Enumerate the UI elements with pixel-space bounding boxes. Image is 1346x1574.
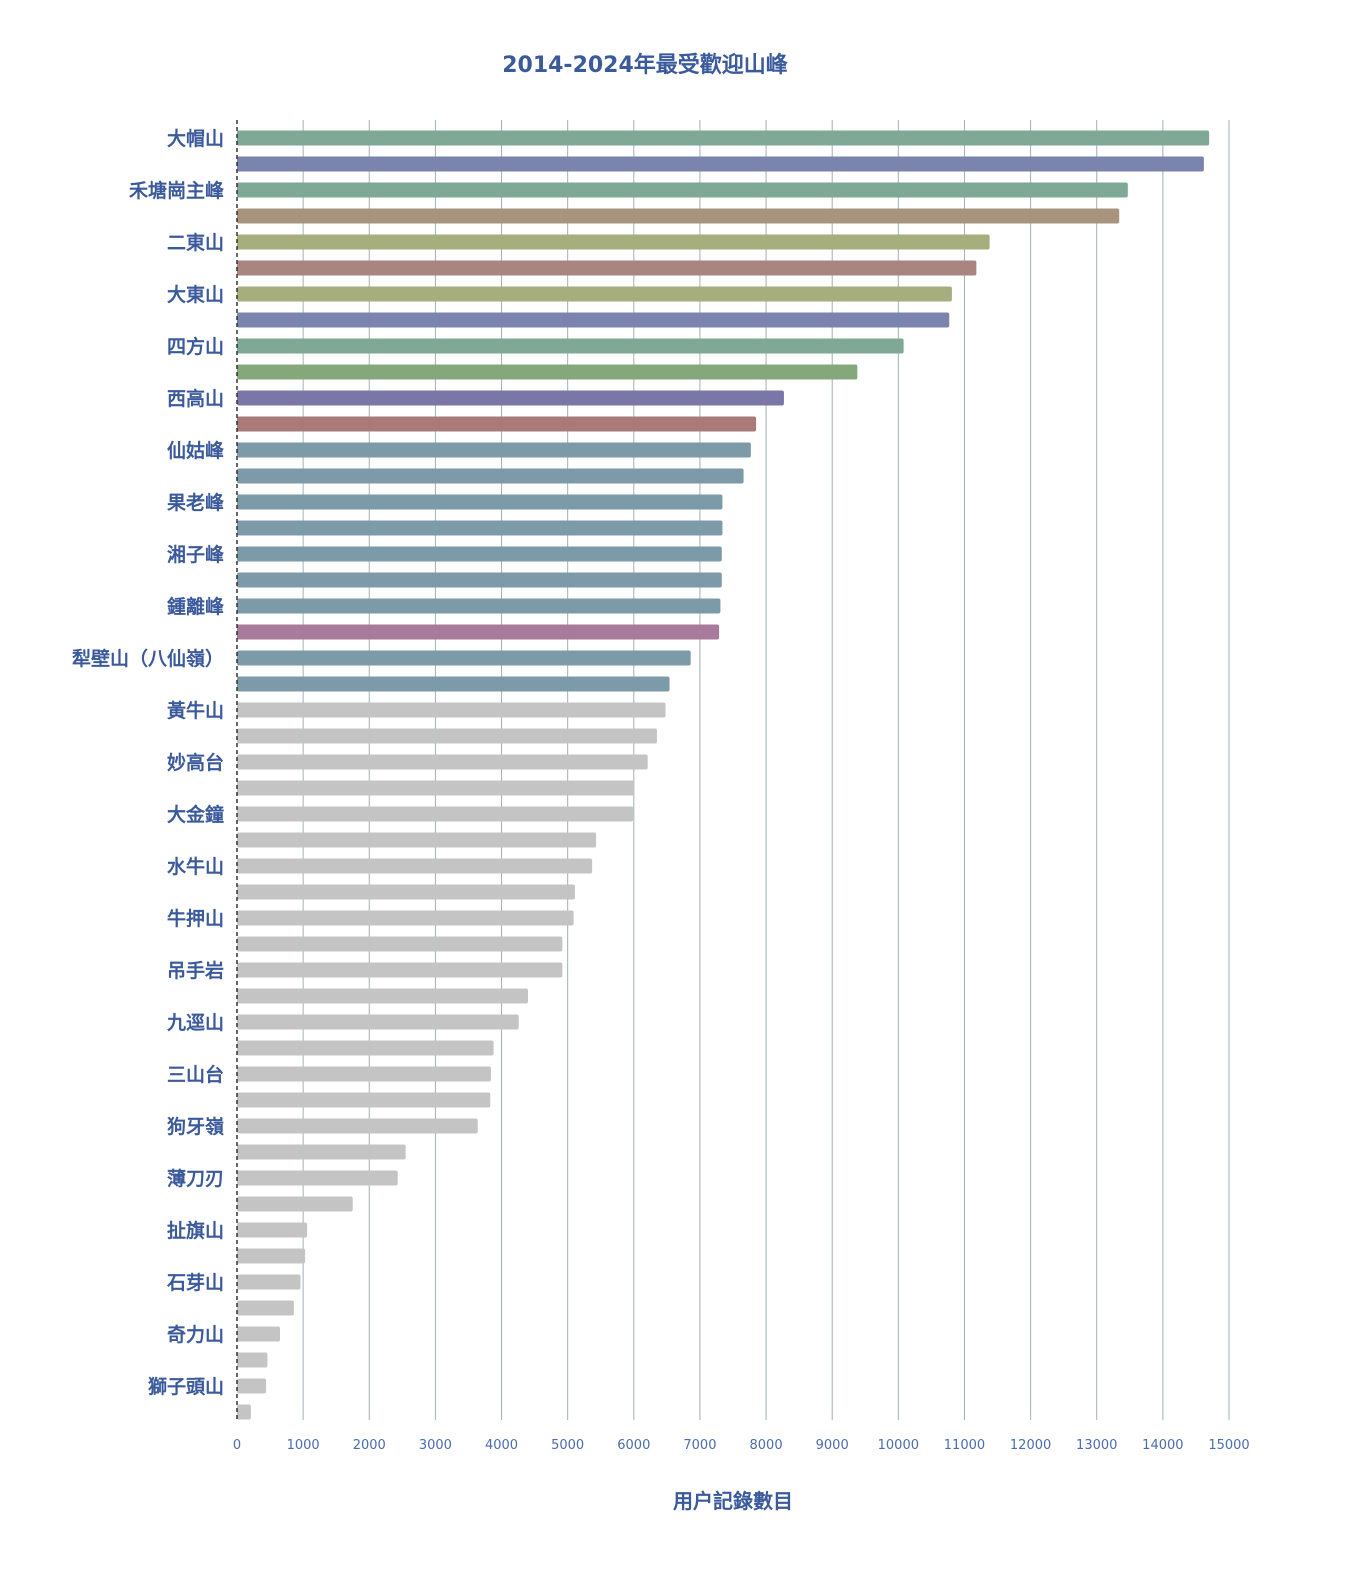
- bar: [237, 1326, 280, 1342]
- y-category-label: 仙姑峰: [167, 439, 225, 462]
- bar: [237, 910, 574, 926]
- bar: [237, 494, 723, 510]
- bar: [237, 520, 723, 536]
- y-category-label: 九逕山: [166, 1012, 224, 1034]
- bar: [237, 1378, 267, 1394]
- bar: [237, 702, 666, 718]
- bar: [237, 858, 593, 874]
- y-category-label: 獅子頭山: [148, 1375, 224, 1398]
- x-axis-ticks: 0 1000 2000 3000 4000 5000 6000 7000 8000 9000 100…: [233, 1438, 1250, 1453]
- y-category-label: 大金鐘: [167, 803, 224, 826]
- bar: [237, 286, 952, 302]
- bar: [237, 442, 751, 458]
- x-tick-label: 12000: [1010, 1438, 1051, 1453]
- bar: [237, 598, 721, 614]
- bar: [237, 728, 657, 744]
- x-tick-label: 11000: [944, 1438, 985, 1453]
- bar: [237, 1196, 353, 1212]
- bars: [237, 130, 1210, 1420]
- y-category-label: 狗牙嶺: [167, 1115, 224, 1138]
- x-tick-label: 6000: [617, 1438, 650, 1453]
- bar: [237, 338, 904, 354]
- y-category-label: 三山台: [167, 1063, 224, 1086]
- x-tick-label: 10000: [878, 1438, 919, 1453]
- y-category-label: 大東山: [167, 283, 224, 306]
- bar: [237, 260, 977, 276]
- gridlines: [302, 120, 1230, 1420]
- bar: [237, 1222, 308, 1238]
- x-tick-label: 15000: [1208, 1438, 1249, 1453]
- bar: [237, 1066, 491, 1082]
- y-category-label: 吊手岩: [167, 959, 224, 982]
- bar: [237, 1352, 268, 1368]
- y-category-label: 西高山: [167, 387, 224, 410]
- y-category-label: 湘子峰: [167, 543, 225, 566]
- x-axis-title: 用户記錄數目: [673, 1489, 793, 1513]
- bar: [237, 1092, 491, 1108]
- y-category-label: 果老峰: [166, 491, 225, 514]
- bar: [237, 208, 1120, 224]
- bar: [237, 364, 858, 380]
- bar: [237, 1274, 301, 1290]
- bar: [237, 156, 1204, 172]
- bar: [237, 676, 670, 692]
- bar: [237, 624, 720, 640]
- y-category-label: 黃牛山: [167, 699, 224, 722]
- y-category-label: 犁壁山（八仙嶺）: [72, 647, 224, 670]
- bar: [237, 1040, 494, 1056]
- x-tick-label: 13000: [1076, 1438, 1117, 1453]
- y-category-label: 奇力山: [167, 1323, 224, 1346]
- bar: [237, 468, 744, 484]
- bar: [237, 390, 784, 406]
- bar: [237, 1300, 294, 1316]
- bar: [237, 572, 722, 588]
- x-tick-label: 5000: [551, 1438, 584, 1453]
- chart-title: 2014-2024年最受歡迎山峰: [502, 52, 789, 78]
- x-tick-label: 0: [233, 1438, 241, 1453]
- y-category-label: 二東山: [167, 231, 224, 254]
- y-category-label: 妙高台: [167, 751, 224, 774]
- bar: [237, 1248, 306, 1264]
- y-category-label: 鍾離峰: [167, 595, 225, 618]
- bar: [237, 1118, 478, 1134]
- x-tick-label: 4000: [485, 1438, 518, 1453]
- bar: [237, 1404, 251, 1420]
- y-category-label: 扯旗山: [167, 1219, 224, 1242]
- y-category-label: 薄刀刃: [167, 1168, 224, 1190]
- x-tick-label: 8000: [750, 1438, 783, 1453]
- bar: [237, 1014, 519, 1030]
- x-tick-label: 2000: [353, 1438, 386, 1453]
- y-category-label: 禾塘崗主峰: [129, 179, 225, 202]
- y-category-label: 四方山: [167, 335, 224, 358]
- bar: [237, 312, 950, 328]
- bar: [237, 182, 1128, 198]
- bar: [237, 884, 575, 900]
- bar: [237, 650, 691, 666]
- x-tick-label: 14000: [1142, 1438, 1183, 1453]
- bar: [237, 936, 563, 952]
- y-category-label: 牛押山: [167, 907, 224, 930]
- bar: [237, 832, 597, 848]
- bar: [237, 754, 648, 770]
- x-tick-label: 9000: [816, 1438, 849, 1453]
- bar: [237, 546, 722, 562]
- bar: [237, 988, 528, 1004]
- bar: [237, 962, 563, 978]
- bar: [237, 780, 635, 796]
- bar: [237, 130, 1210, 146]
- x-tick-label: 1000: [287, 1438, 320, 1453]
- y-category-label: 大帽山: [167, 127, 224, 150]
- bar: [237, 1144, 406, 1160]
- bar: [237, 416, 757, 432]
- bar: [237, 806, 634, 822]
- bar: [237, 234, 990, 250]
- y-category-label: 石芽山: [166, 1271, 224, 1294]
- bar: [237, 1170, 398, 1186]
- x-tick-label: 7000: [683, 1438, 716, 1453]
- y-category-label: 水牛山: [167, 855, 224, 878]
- y-axis-labels: 大帽山禾塘崗主峰二東山大東山四方山西高山仙姑峰果老峰湘子峰鍾離峰犁壁山（八仙嶺）…: [72, 127, 225, 1398]
- x-tick-label: 3000: [419, 1438, 452, 1453]
